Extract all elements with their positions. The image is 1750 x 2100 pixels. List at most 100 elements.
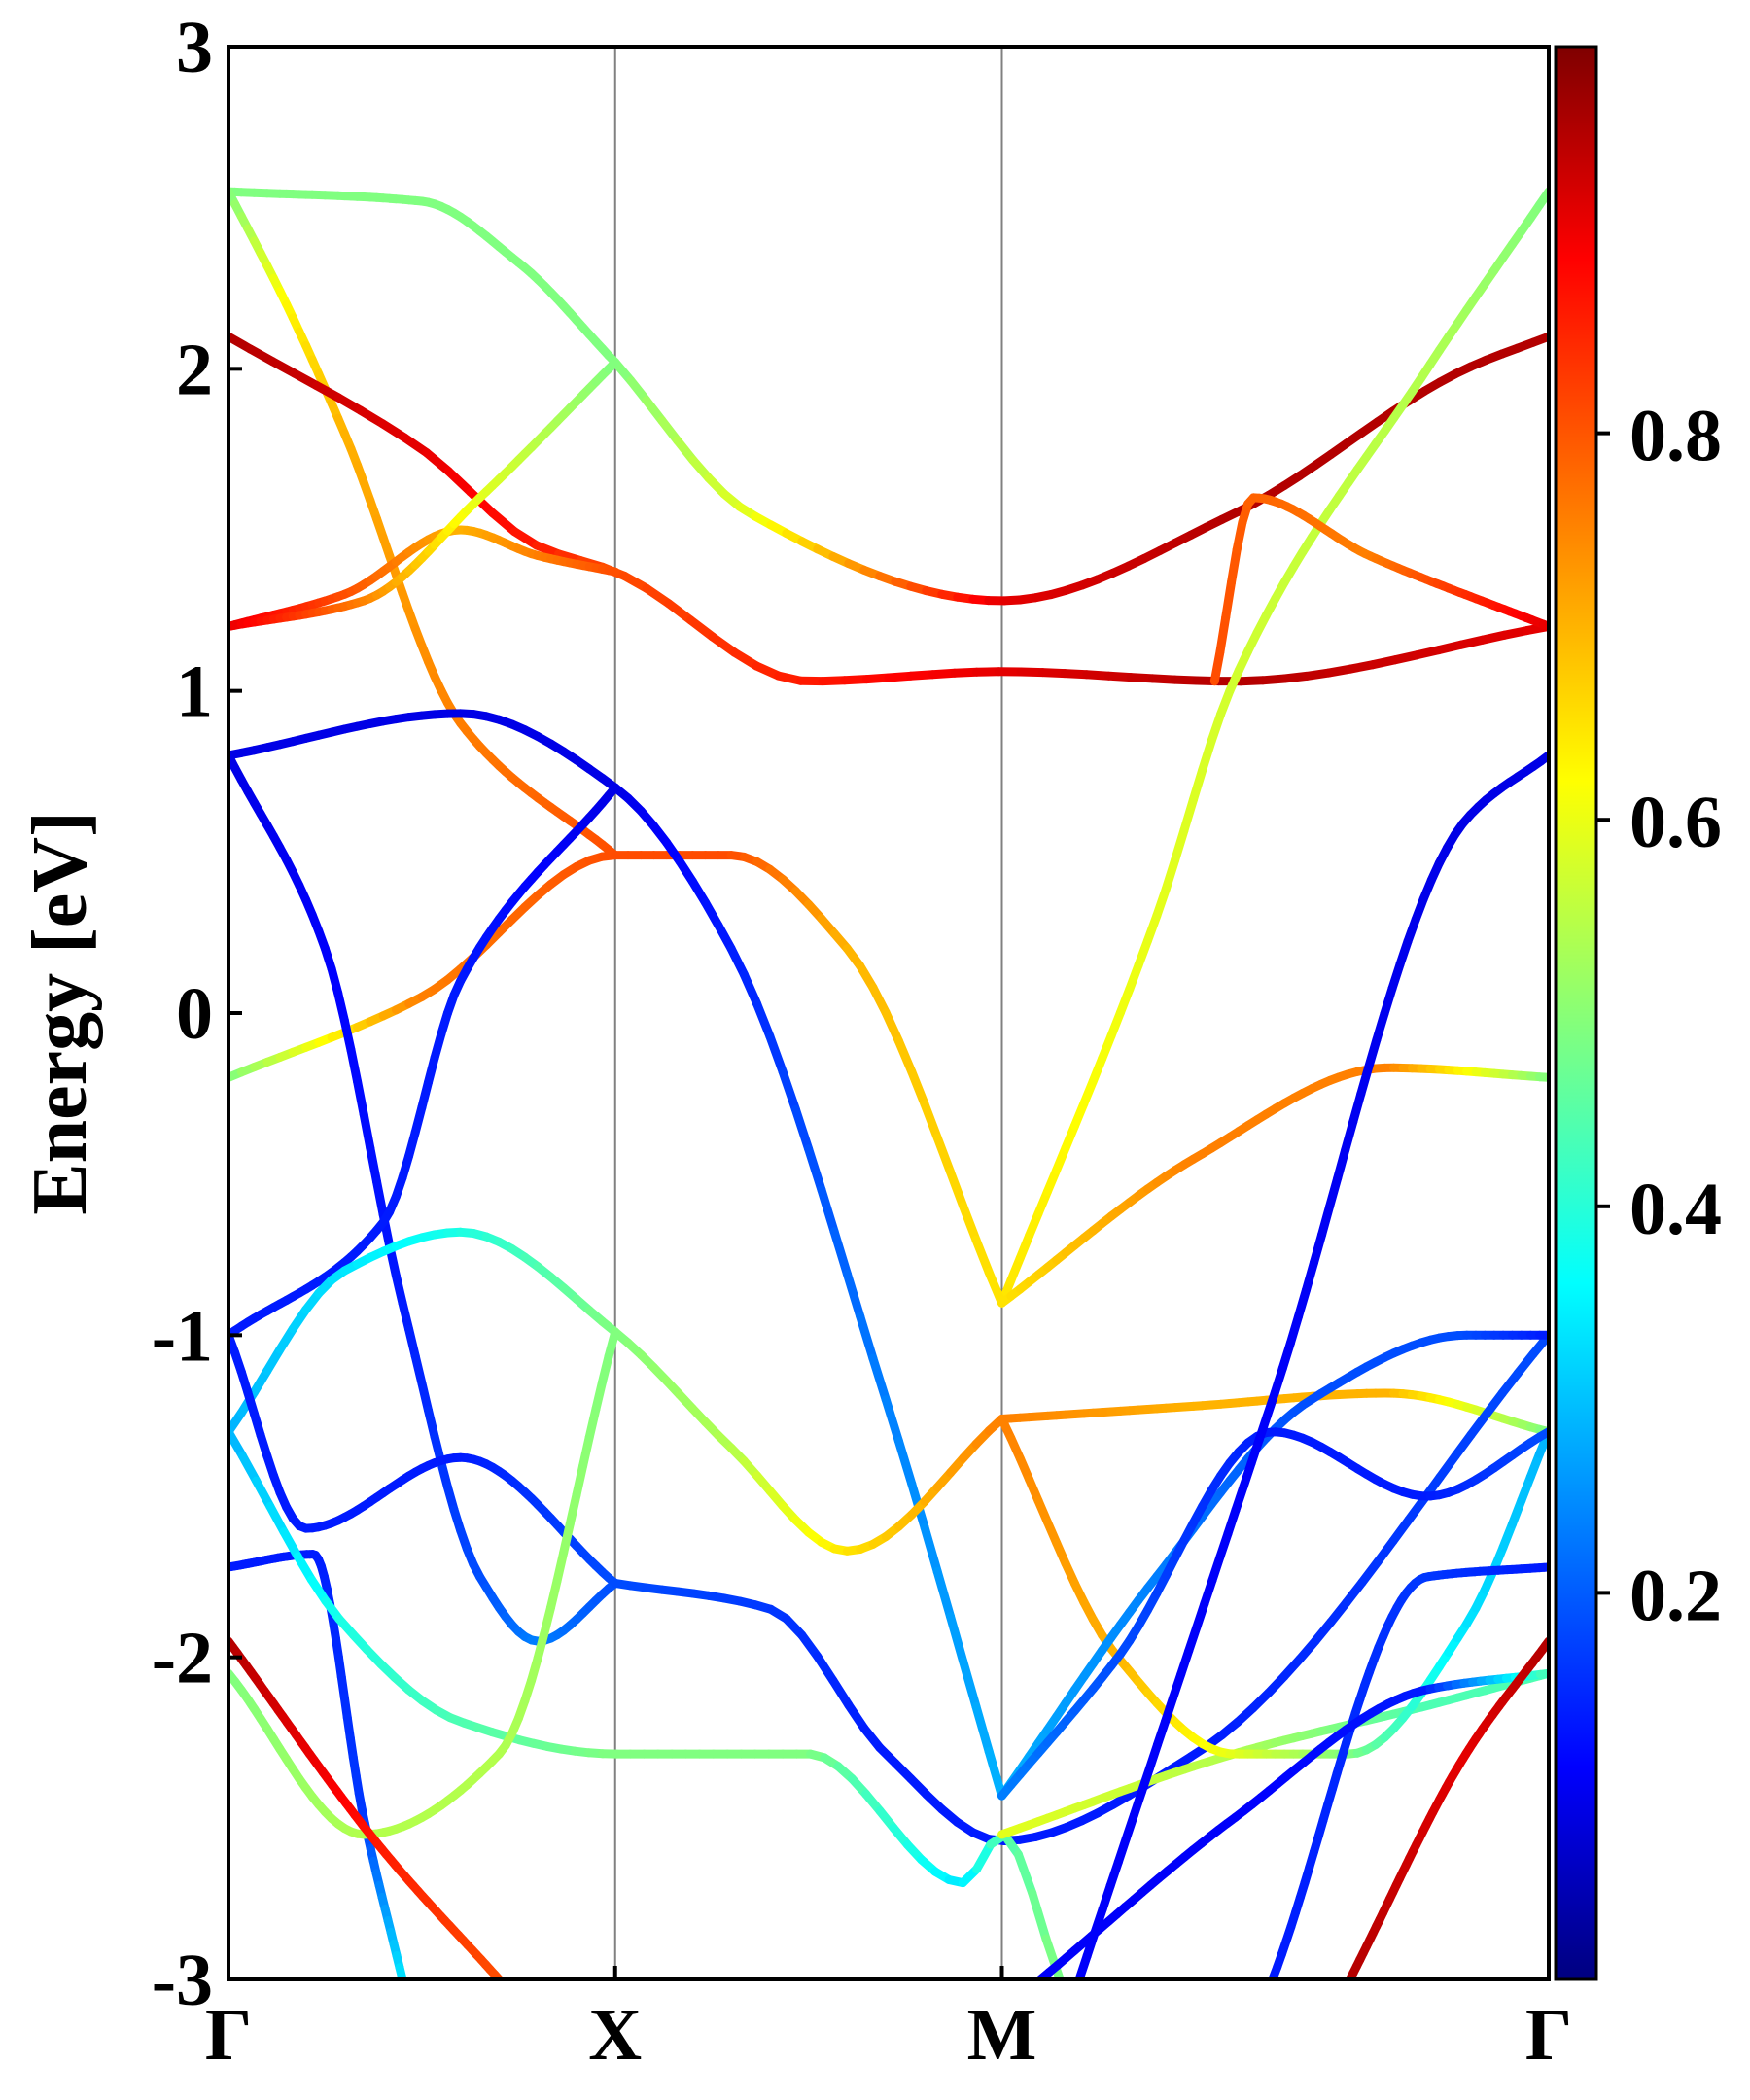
colorbar-gradient — [1554, 45, 1598, 1981]
band-lines — [228, 187, 1549, 1979]
band-segment — [907, 1067, 929, 1109]
band-segment — [714, 921, 736, 954]
band-segment — [424, 1406, 439, 1442]
band-segment — [1209, 647, 1225, 686]
band-segment — [984, 1268, 1006, 1308]
band-segment — [1161, 856, 1180, 893]
band-segment — [339, 1015, 356, 1055]
band-26 — [1074, 751, 1549, 1979]
kpoint-label: M — [967, 1994, 1037, 2076]
band-segment — [797, 1630, 822, 1662]
band-segment — [1325, 1173, 1343, 1211]
band-segment — [1041, 1934, 1065, 1979]
band-segment — [1232, 517, 1247, 554]
kpoint-label: Γ — [1525, 1994, 1572, 2076]
band-segment — [265, 1501, 289, 1537]
band-segment — [1372, 1009, 1389, 1044]
band-segment — [1293, 1285, 1311, 1321]
band-segment — [856, 1312, 878, 1363]
band-segment — [1215, 612, 1231, 656]
band-segment — [778, 1067, 800, 1114]
band-segment — [1310, 1230, 1327, 1268]
band-segment — [881, 1008, 903, 1046]
band-segment — [391, 1271, 407, 1308]
y-axis-label: Energy [eV] — [18, 811, 103, 1214]
y-tick-label: 0 — [176, 973, 213, 1055]
band-segment — [293, 1552, 316, 1585]
colorbar-ticks: 0.2 0.4 0.6 0.8 — [1596, 396, 1722, 1636]
band-segment — [1356, 1062, 1374, 1099]
band-segment — [366, 1143, 381, 1186]
band-segment — [559, 1519, 575, 1558]
band-22 — [998, 1668, 1549, 1839]
band-7 — [998, 187, 1549, 1308]
band-segment — [546, 1576, 562, 1613]
band-segment — [893, 1036, 917, 1076]
band-segment — [920, 1100, 942, 1142]
band-segment — [959, 1657, 981, 1711]
band-segment — [598, 1351, 613, 1387]
band-segment — [790, 1104, 814, 1154]
colorbar-tick-label: 0.8 — [1629, 396, 1722, 477]
band-segment — [333, 988, 349, 1025]
band-13 — [228, 783, 620, 1340]
band-segment — [971, 1235, 994, 1278]
band-segment — [893, 1436, 917, 1488]
band-segment — [1028, 1888, 1051, 1943]
band-segment — [1380, 984, 1397, 1019]
band-segment — [604, 358, 620, 373]
band-segment — [228, 1427, 247, 1460]
band-23 — [998, 1415, 1549, 1759]
band-segment — [726, 944, 749, 979]
band-segment — [565, 1490, 581, 1528]
band-segment — [739, 969, 762, 1008]
plot-area: 3 2 1 0 -1 -2 -3 Γ X M Γ — [152, 7, 1572, 2076]
band-segment — [466, 487, 498, 518]
band-segment — [252, 1476, 275, 1511]
band-segment — [1143, 911, 1162, 946]
band-segment — [552, 1548, 569, 1586]
band-segment — [410, 1351, 427, 1388]
band-segment — [395, 1963, 407, 1979]
band-segment — [1528, 332, 1549, 347]
band-10 — [1209, 493, 1549, 686]
band-12 — [228, 751, 620, 1646]
band-19 — [228, 1427, 1065, 1979]
band-25 — [998, 1427, 1549, 1801]
band-segment — [353, 1077, 368, 1119]
band-segment — [868, 983, 891, 1018]
band-segment — [1207, 710, 1225, 746]
band-2 — [611, 332, 1549, 606]
band-segment — [417, 1379, 433, 1416]
colorbar-tick-label: 0.6 — [1629, 782, 1722, 863]
band-segment — [372, 1176, 388, 1219]
band-segment — [828, 1675, 854, 1710]
band-segment — [398, 1298, 414, 1334]
colorbar: 0.2 0.4 0.6 0.8 — [1554, 45, 1722, 1981]
y-tick-label: -2 — [152, 1618, 213, 1699]
band-segment — [1348, 1089, 1366, 1127]
band-segment — [1171, 825, 1189, 865]
band-segment — [752, 999, 775, 1041]
band-4 — [228, 332, 1549, 686]
band-segment — [920, 1522, 942, 1576]
band-segment — [584, 1405, 601, 1442]
kpoint-label: Γ — [205, 1994, 252, 2076]
band-segment — [1227, 544, 1242, 587]
band-segment — [346, 1045, 363, 1086]
band-segment — [422, 448, 453, 476]
band-29 — [1346, 1636, 1549, 1979]
band-segment — [642, 583, 674, 609]
band-segment — [604, 1573, 620, 1588]
band-segment — [604, 1327, 620, 1361]
band-segment — [604, 566, 620, 577]
band-segment — [813, 1652, 838, 1685]
band-1 — [228, 187, 620, 368]
band-segment — [804, 1144, 826, 1195]
band-segment — [591, 1378, 607, 1414]
band-11 — [228, 709, 1006, 1801]
band-segment — [1404, 1493, 1429, 1524]
band-segment — [946, 1167, 968, 1211]
band-segment — [971, 1701, 994, 1756]
